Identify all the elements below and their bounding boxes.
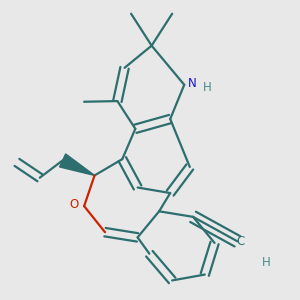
Text: C: C	[236, 235, 244, 248]
Polygon shape	[60, 154, 94, 176]
Text: H: H	[203, 81, 212, 94]
Text: O: O	[69, 198, 78, 211]
Text: N: N	[188, 77, 197, 90]
Text: H: H	[262, 256, 271, 269]
